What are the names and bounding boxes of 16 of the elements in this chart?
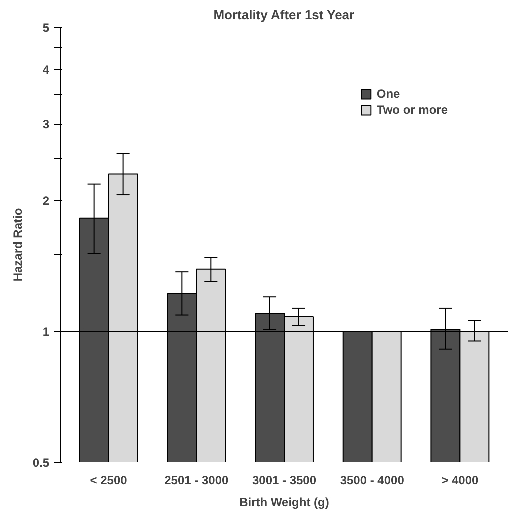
x-tick-label: 3500 - 4000 bbox=[340, 474, 405, 488]
legend-label: One bbox=[376, 87, 400, 101]
x-tick-label: 3001 - 3500 bbox=[252, 474, 317, 488]
y-tick-label: 1 bbox=[42, 325, 50, 340]
y-tick-label: 3 bbox=[42, 118, 50, 132]
y-axis-title: Hazard Ratio bbox=[10, 208, 25, 282]
chart-title: Mortality After 1st Year bbox=[214, 8, 355, 22]
legend-label: Two or more bbox=[376, 103, 448, 117]
y-tick-label: 5 bbox=[42, 21, 50, 35]
x-tick-label: 2501 - 3000 bbox=[164, 474, 230, 488]
y-tick-label: 0.5 bbox=[32, 456, 50, 470]
x-tick-label: < 2500 bbox=[90, 474, 128, 488]
y-tick-label: 4 bbox=[42, 63, 50, 78]
x-axis-title: Birth Weight (g) bbox=[240, 496, 330, 510]
y-tick-label: 2 bbox=[42, 194, 50, 208]
x-tick-label: > 4000 bbox=[442, 474, 480, 488]
